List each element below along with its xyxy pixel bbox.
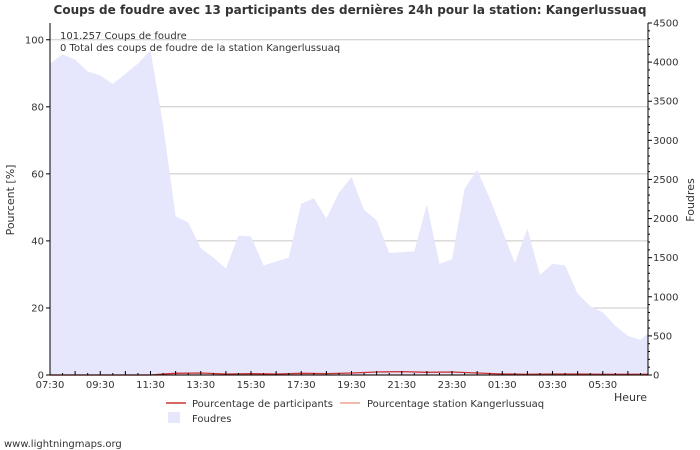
y-right-tick-label: 1500 [653,253,678,264]
y-right-tick-label: 1000 [653,292,678,303]
y-right-tick-label: 2000 [653,214,678,225]
x-axis-label: Heure [614,391,647,404]
x-tick-label: 11:30 [136,380,165,391]
x-axis-ticks: 07:30 09:30 11:30 13:30 15:30 17:30 19:30 21:30… [36,371,641,391]
chart-title: Coups de foudre avec 13 participants des… [54,3,647,17]
y-right-tick-label: 0 [653,371,659,382]
x-tick-label: 05:30 [588,380,617,391]
y-left-tick-label: 20 [31,303,44,314]
y-right-tick-label: 500 [653,331,672,342]
y-right-tick-label: 4000 [653,58,678,69]
x-tick-label: 09:30 [86,380,115,391]
y-left-tick-label: 60 [31,169,44,180]
y-left-tick-label: 0 [38,371,44,382]
footer-source: www.lightningmaps.org [4,439,122,450]
y-right-tick-label: 3500 [653,97,678,108]
y-axis-left-label: Pourcent [%] [4,165,17,236]
y-right-tick-label: 4500 [653,19,678,30]
x-tick-label: 19:30 [337,380,366,391]
x-tick-label: 15:30 [237,380,266,391]
x-tick-label: 13:30 [186,380,215,391]
right-axis-ticks: 0 500 1000 1500 2000 2500 3000 3500 4000 4500 [648,19,678,382]
y-left-tick-label: 100 [25,35,44,46]
x-tick-label: 17:30 [287,380,316,391]
annotation-strike-count: 101.257 Coups de foudre [60,31,187,42]
legend-label-station: Pourcentage station Kangerlussuaq [367,399,544,410]
annotation-station-total: 0 Total des coups de foudre de la statio… [60,43,340,54]
lightning-area-layer [50,50,648,375]
legend-label-participants: Pourcentage de participants [192,399,333,410]
y-left-tick-label: 80 [31,102,44,113]
y-right-tick-label: 3000 [653,136,678,147]
y-right-tick-label: 2500 [653,175,678,186]
x-tick-label: 23:30 [438,380,467,391]
x-tick-label: 01:30 [488,380,517,391]
legend: Pourcentage de participants Pourcentage … [166,399,544,425]
axes [49,23,649,376]
x-tick-label: 07:30 [36,380,65,391]
x-tick-label: 03:30 [538,380,567,391]
legend-label-lightning: Foudres [192,414,231,425]
lightning-area [50,50,648,375]
legend-swatch-lightning [168,412,180,423]
x-tick-label: 21:30 [387,380,416,391]
left-axis-ticks: 0 20 40 60 80 100 [25,35,50,382]
y-axis-right-label: Foudres [684,178,697,222]
y-left-tick-label: 40 [31,236,44,247]
